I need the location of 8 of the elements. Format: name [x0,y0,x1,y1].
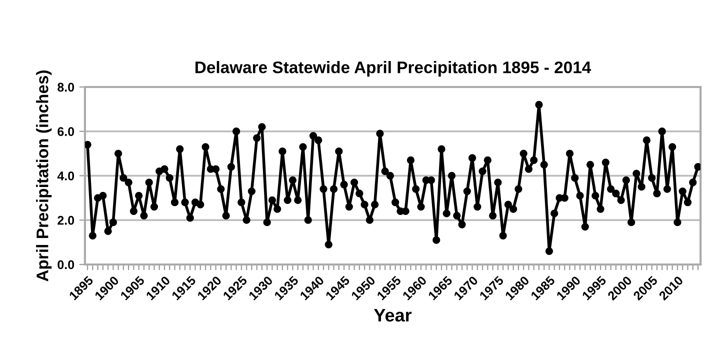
x-axis-title: Year [374,309,412,322]
chart-title: Delaware Statewide April Precipitation 1895 - 2014 [196,61,592,77]
y-tick-label: 8.0 [58,82,74,92]
y-tick-label: 4.0 [57,172,74,180]
y-tick-label: 0.0 [58,260,74,270]
y-tick-label: 2.0 [58,216,74,225]
y-axis-title: April Precipitation (inches) [36,70,52,282]
y-tick-label: 6.0 [58,127,74,136]
